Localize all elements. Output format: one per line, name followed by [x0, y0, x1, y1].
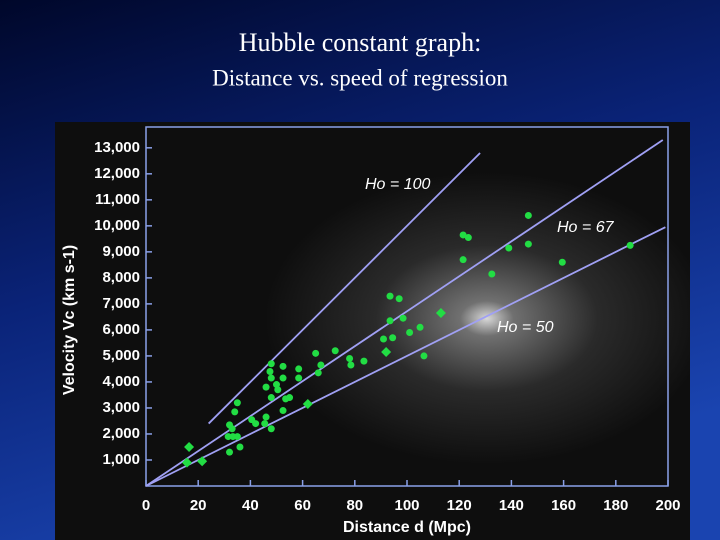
y-tick-label: 5,000	[102, 347, 140, 364]
point	[262, 383, 270, 391]
x-tick-label: 60	[294, 497, 311, 514]
point	[295, 365, 303, 373]
point	[505, 244, 513, 252]
point	[267, 425, 275, 433]
x-tick-label: 180	[603, 497, 628, 514]
point	[233, 433, 241, 441]
point	[389, 334, 397, 342]
y-tick-label: 13,000	[94, 139, 140, 156]
y-tick-label: 10,000	[94, 217, 140, 234]
point	[459, 256, 467, 264]
x-tick-label: 200	[655, 497, 680, 514]
point-diamond	[381, 347, 392, 358]
point	[279, 407, 287, 415]
point	[558, 258, 566, 266]
point	[464, 234, 472, 242]
x-tick-label: 100	[394, 497, 419, 514]
x-axis-label: Distance d (Mpc)	[343, 519, 471, 536]
point	[386, 317, 394, 325]
y-tick-label: 1,000	[102, 451, 140, 468]
line-label: Ho = 100	[365, 176, 430, 193]
fit-line	[208, 152, 481, 425]
point-diamond	[181, 457, 192, 468]
point	[226, 421, 234, 429]
point	[314, 369, 322, 377]
point	[386, 292, 394, 300]
point	[395, 295, 403, 303]
y-tick-label: 8,000	[102, 269, 140, 286]
point	[399, 314, 407, 322]
fit-line	[145, 226, 666, 487]
point	[626, 241, 634, 249]
line-label: Ho = 50	[497, 319, 554, 336]
slide-subtitle: Distance vs. speed of regression	[212, 65, 508, 90]
point	[346, 355, 354, 363]
x-tick-label: 120	[447, 497, 472, 514]
point	[262, 413, 270, 421]
x-tick-label: 20	[190, 497, 207, 514]
x-tick-label: 0	[142, 497, 150, 514]
point	[267, 374, 275, 382]
line-label: Ho = 67	[557, 219, 615, 236]
point	[226, 448, 234, 456]
point	[295, 374, 303, 382]
point	[347, 361, 355, 369]
point	[231, 408, 239, 416]
point	[286, 394, 294, 402]
point	[317, 361, 325, 369]
y-tick-label: 4,000	[102, 373, 140, 390]
point	[459, 231, 467, 239]
point	[252, 420, 260, 428]
y-tick-label: 2,000	[102, 425, 140, 442]
point	[279, 374, 287, 382]
point	[331, 347, 339, 355]
point	[420, 352, 428, 360]
point	[261, 420, 269, 428]
point	[236, 443, 244, 451]
y-tick-label: 12,000	[94, 165, 140, 182]
point	[416, 323, 424, 331]
x-tick-label: 80	[346, 497, 363, 514]
point	[266, 368, 274, 376]
point	[524, 211, 532, 219]
point	[233, 399, 241, 407]
point-diamond	[435, 308, 446, 319]
y-tick-label: 7,000	[102, 295, 140, 312]
x-tick-label: 140	[499, 497, 524, 514]
point-diamond	[184, 441, 195, 452]
point	[267, 360, 275, 368]
point	[488, 270, 496, 278]
point	[380, 335, 388, 343]
point	[406, 329, 414, 337]
y-tick-label: 9,000	[102, 243, 140, 260]
point	[524, 240, 532, 248]
slide-title: Hubble constant graph:	[239, 28, 482, 57]
y-tick-label: 6,000	[102, 321, 140, 338]
y-tick-label: 3,000	[102, 399, 140, 416]
point-diamond	[197, 456, 208, 467]
point	[312, 349, 320, 357]
point	[273, 381, 280, 389]
x-tick-label: 40	[242, 497, 259, 514]
point	[267, 394, 275, 402]
y-tick-label: 11,000	[95, 191, 140, 208]
y-axis-label: Velocity Vc (km s-1)	[61, 245, 78, 395]
point-diamond	[302, 399, 313, 410]
point	[360, 357, 368, 365]
point	[279, 362, 287, 370]
x-tick-label: 160	[551, 497, 576, 514]
